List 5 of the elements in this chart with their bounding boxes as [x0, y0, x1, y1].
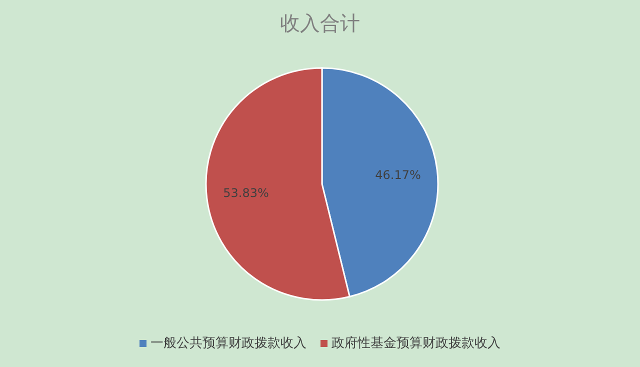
- legend-label: 政府性基金预算财政拨款收入: [332, 335, 500, 351]
- data-label: 46.17%: [375, 168, 421, 182]
- legend-label: 一般公共预算财政拨款收入: [150, 336, 306, 351]
- data-label: 53.83%: [223, 186, 269, 200]
- chart-title: 收入合计: [280, 11, 360, 35]
